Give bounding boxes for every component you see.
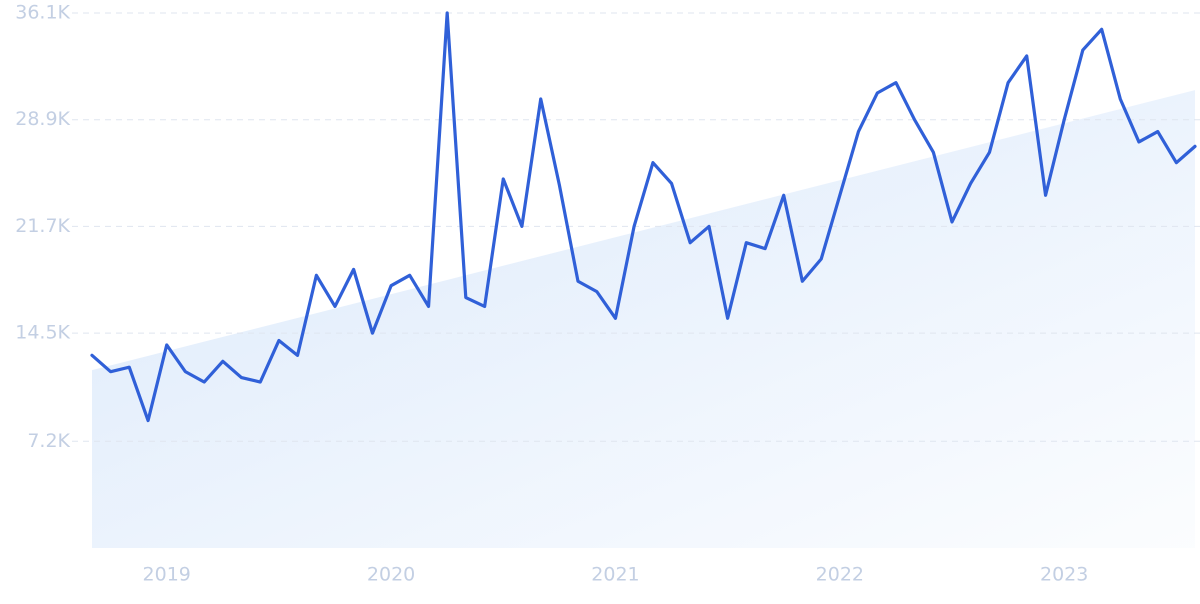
x-tick-label: 2020 bbox=[367, 564, 415, 586]
x-tick-label: 2022 bbox=[816, 564, 864, 586]
trend-area bbox=[92, 90, 1195, 548]
y-tick-label: 36.1K bbox=[15, 2, 70, 24]
x-tick-label: 2019 bbox=[143, 564, 191, 586]
x-tick-label: 2021 bbox=[591, 564, 639, 586]
y-tick-label: 28.9K bbox=[15, 108, 70, 130]
x-tick-label: 2023 bbox=[1040, 564, 1088, 586]
data-line bbox=[90, 11, 1197, 423]
y-tick-label: 7.2K bbox=[27, 430, 70, 452]
y-tick-label: 21.7K bbox=[15, 215, 70, 237]
y-tick-label: 14.5K bbox=[15, 322, 70, 344]
